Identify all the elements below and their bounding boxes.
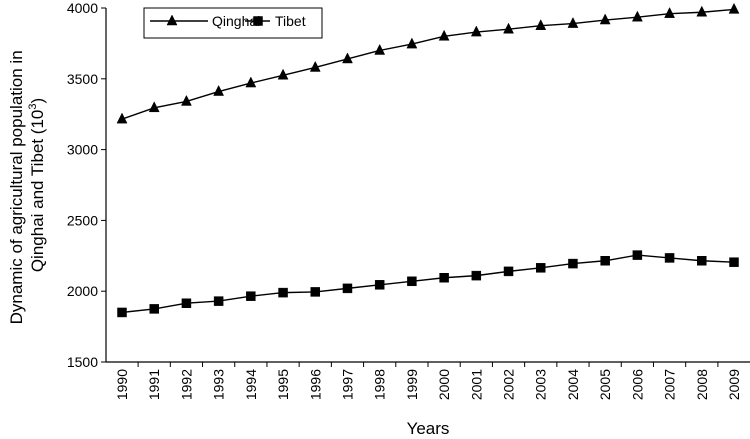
point-qinghai-1994 xyxy=(245,76,257,88)
point-qinghai-2004 xyxy=(567,17,579,28)
y-axis-title-close-paren: ) xyxy=(28,98,47,104)
point-tibet-2003 xyxy=(535,263,546,273)
y-axis-title-line2: Qinghai and Tibet (103) xyxy=(27,98,47,272)
x-tick-label-1993: 1993 xyxy=(211,369,227,400)
x-tick-label-1994: 1994 xyxy=(243,369,259,400)
x-tick-label-2001: 2001 xyxy=(468,369,484,400)
point-qinghai-2006 xyxy=(631,10,643,22)
point-tibet-1993 xyxy=(213,296,224,306)
point-qinghai-1996 xyxy=(309,60,321,72)
x-tick-label-1995: 1995 xyxy=(275,369,291,400)
point-qinghai-1995 xyxy=(277,68,289,80)
x-tick-label-1990: 1990 xyxy=(114,369,130,400)
x-tick-label-1996: 1996 xyxy=(307,369,323,400)
legend-label-tibet: Tibet xyxy=(275,13,306,29)
x-tick-label-2002: 2002 xyxy=(501,369,517,400)
point-tibet-1997 xyxy=(342,283,353,294)
point-qinghai-1999 xyxy=(406,37,418,49)
series-tibet xyxy=(117,250,739,318)
y-tick-label-1500: 1500 xyxy=(67,354,98,370)
x-tick-label-2003: 2003 xyxy=(533,369,549,400)
legend-marker-qinghai xyxy=(166,14,178,26)
point-qinghai-2005 xyxy=(599,13,611,25)
point-qinghai-1998 xyxy=(374,43,386,55)
point-tibet-2002 xyxy=(503,266,514,277)
x-tick-label-2009: 2009 xyxy=(726,369,742,400)
point-tibet-1998 xyxy=(374,280,385,290)
point-tibet-1992 xyxy=(181,298,192,308)
point-qinghai-1990 xyxy=(116,112,128,124)
point-tibet-2008 xyxy=(697,256,707,266)
legend-marker-tibet xyxy=(253,16,263,26)
point-qinghai-1997 xyxy=(342,52,353,64)
axes: 1500 2000 2500 3000 3500 4000 1990 1991 1992 1993… xyxy=(67,0,750,400)
y-tick-label-2500: 2500 xyxy=(67,212,98,228)
series-line-qinghai xyxy=(121,8,735,120)
point-tibet-1994 xyxy=(246,291,256,301)
y-tick-label-4000: 4000 xyxy=(67,0,98,16)
y-axis-title: Dynamic of agricultural population in Qi… xyxy=(7,46,47,325)
x-tick-label-2007: 2007 xyxy=(662,369,678,400)
point-tibet-1995 xyxy=(278,287,288,298)
point-tibet-2006 xyxy=(632,250,643,260)
y-axis-title-line1: Dynamic of agricultural population in xyxy=(7,50,26,324)
x-tick-label-1999: 1999 xyxy=(404,369,420,400)
y-axis-title-line2-main: Qinghai and Tibet (10 xyxy=(28,110,47,273)
y-tick-label-2000: 2000 xyxy=(67,283,98,299)
legend-label-qinghai: Qinghai xyxy=(212,13,260,29)
point-qinghai-2008 xyxy=(696,5,708,17)
x-tick-label-2008: 2008 xyxy=(694,369,710,400)
series-qinghai xyxy=(116,2,740,124)
point-qinghai-2001 xyxy=(470,25,482,37)
point-qinghai-2002 xyxy=(503,22,514,34)
legend: Qinghai Tibet xyxy=(143,7,323,39)
x-tick-label-2005: 2005 xyxy=(597,369,613,400)
point-qinghai-1993 xyxy=(213,84,225,96)
point-tibet-1991 xyxy=(149,304,159,314)
x-tick-label-2006: 2006 xyxy=(629,369,645,400)
point-tibet-2007 xyxy=(664,253,675,263)
point-tibet-2005 xyxy=(600,256,610,266)
x-tick-label-1992: 1992 xyxy=(178,369,194,400)
point-tibet-2001 xyxy=(471,270,482,281)
x-tick-label-1998: 1998 xyxy=(372,369,388,400)
point-qinghai-2007 xyxy=(664,7,675,18)
x-tick-label-1997: 1997 xyxy=(339,369,355,400)
point-qinghai-1991 xyxy=(148,101,160,113)
point-tibet-1999 xyxy=(407,276,417,287)
point-tibet-2009 xyxy=(729,257,739,267)
x-tick-label-2000: 2000 xyxy=(436,369,452,400)
series-line-tibet xyxy=(121,254,735,314)
point-tibet-2000 xyxy=(439,272,449,283)
x-tick-label-1991: 1991 xyxy=(146,369,162,400)
y-axis-title-superscript: 3 xyxy=(27,103,39,109)
point-tibet-1996 xyxy=(310,287,321,297)
point-tibet-2004 xyxy=(568,258,578,269)
point-qinghai-1992 xyxy=(181,94,192,106)
x-axis-title: Years xyxy=(407,419,450,438)
point-qinghai-2000 xyxy=(438,29,450,41)
point-qinghai-2009 xyxy=(728,2,740,14)
point-qinghai-2003 xyxy=(535,19,547,30)
plot-area xyxy=(116,2,740,318)
y-tick-label-3500: 3500 xyxy=(67,71,98,87)
x-tick-label-2004: 2004 xyxy=(565,369,581,400)
point-tibet-1990 xyxy=(117,307,127,318)
y-tick-label-3000: 3000 xyxy=(67,142,98,158)
